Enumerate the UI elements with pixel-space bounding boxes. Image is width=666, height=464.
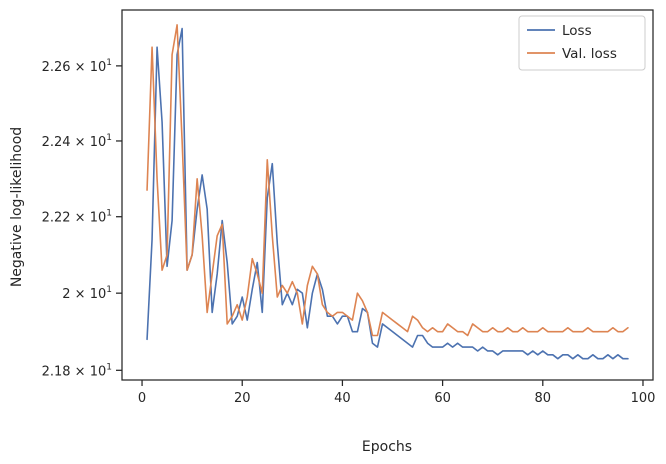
y-tick-exponent: 1 bbox=[106, 285, 112, 295]
y-tick-base: 10 bbox=[90, 135, 107, 150]
y-tick-label: 2.22 × 101 bbox=[42, 209, 112, 226]
y-tick-times: × bbox=[71, 211, 90, 226]
y-tick-mantissa: 2.18 bbox=[42, 364, 71, 379]
y-tick-label: 2.18 × 101 bbox=[42, 362, 112, 379]
y-tick-mantissa: 2.22 bbox=[42, 211, 71, 226]
legend-label: Val. loss bbox=[562, 46, 617, 62]
x-axis-ticks: 0 20 40 60 80 100 bbox=[138, 380, 655, 406]
legend: Loss Val. loss bbox=[518, 15, 646, 71]
y-tick-base: 10 bbox=[90, 287, 107, 302]
y-tick-exponent: 1 bbox=[106, 133, 112, 143]
y-tick-base: 10 bbox=[90, 60, 107, 75]
series-line-val-loss bbox=[146, 24, 629, 337]
plot-background bbox=[122, 10, 653, 380]
x-tick-label: 100 bbox=[631, 391, 656, 406]
y-tick-times: × bbox=[71, 135, 90, 150]
y-tick-base: 10 bbox=[90, 211, 107, 226]
legend-label: Loss bbox=[562, 23, 592, 39]
series-layer bbox=[146, 24, 629, 360]
y-tick-label: 2 × 101 bbox=[62, 285, 112, 302]
y-tick-times: × bbox=[71, 60, 90, 75]
series-line-loss bbox=[146, 27, 629, 360]
y-axis-label: Negative log-likelihood bbox=[9, 127, 25, 287]
x-tick-label: 0 bbox=[138, 391, 146, 406]
y-tick-mantissa: 2.24 bbox=[42, 135, 71, 150]
plot-frame bbox=[121, 9, 654, 381]
y-tick-label: 2.24 × 101 bbox=[42, 133, 112, 150]
x-tick-label: 80 bbox=[535, 391, 552, 406]
y-tick-exponent: 1 bbox=[106, 362, 112, 372]
y-tick-times: × bbox=[71, 287, 90, 302]
y-tick-label: 2.26 × 101 bbox=[42, 58, 112, 75]
y-tick-base: 10 bbox=[90, 364, 107, 379]
x-tick-label: 40 bbox=[334, 391, 351, 406]
x-axis-label: Epochs bbox=[362, 439, 412, 455]
y-tick-mantissa: 2.26 bbox=[42, 60, 71, 75]
y-tick-times: × bbox=[71, 364, 90, 379]
y-tick-mantissa: 2 bbox=[62, 287, 70, 302]
x-tick-label: 60 bbox=[434, 391, 451, 406]
y-tick-exponent: 1 bbox=[106, 209, 112, 219]
y-tick-exponent: 1 bbox=[106, 58, 112, 68]
x-tick-label: 20 bbox=[234, 391, 251, 406]
